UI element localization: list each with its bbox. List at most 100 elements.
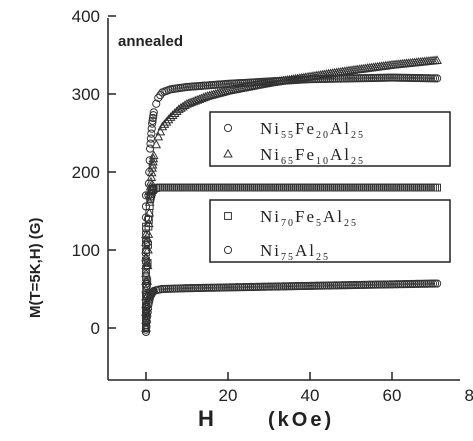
data-point: [193, 283, 202, 293]
data-point: [424, 279, 433, 288]
data-point: [254, 282, 263, 291]
y-tick-label: 200: [72, 163, 100, 182]
data-point: [159, 119, 170, 128]
data-point: [383, 73, 392, 82]
data-point: [143, 312, 152, 321]
data-point: [310, 281, 319, 290]
y-axis-title: M(T=5K,H) (G): [27, 218, 44, 318]
data-point: [289, 282, 298, 291]
data-point: [285, 282, 294, 291]
data-point: [297, 281, 306, 291]
data-point: [316, 281, 325, 290]
plot-frame: [107, 18, 460, 381]
data-point: [154, 93, 163, 103]
data-point: [379, 280, 388, 289]
data-point: [416, 279, 425, 288]
data-point: [375, 280, 384, 289]
y-tick-label: 0: [91, 319, 100, 338]
data-point: [201, 283, 210, 292]
data-point: [379, 73, 388, 82]
data-point: [252, 282, 261, 291]
data-point: [398, 73, 407, 82]
data-point: [428, 279, 438, 288]
data-point: [420, 279, 429, 288]
y-tick-label: 400: [72, 7, 100, 26]
data-point: [320, 281, 329, 290]
data-point: [367, 73, 376, 83]
data-point: [182, 284, 192, 293]
data-point: [153, 131, 164, 141]
data-point: [381, 280, 390, 289]
data-point: [359, 280, 368, 289]
data-point: [144, 240, 152, 249]
x-axis-title-symbol: H: [198, 406, 214, 431]
data-point: [147, 124, 156, 133]
data-point: [406, 279, 415, 289]
data-point: [418, 74, 427, 83]
data-point: [182, 98, 192, 108]
data-point: [221, 283, 231, 292]
data-point: [318, 281, 327, 290]
data-point: [187, 284, 196, 293]
data-point: [209, 283, 218, 292]
data-point: [305, 281, 315, 290]
data-point: [213, 283, 222, 292]
data-point: [141, 268, 151, 277]
data-point: [188, 96, 198, 106]
data-point: [295, 281, 304, 291]
data-point: [142, 264, 150, 273]
data-point: [143, 277, 152, 286]
data-point: [387, 280, 397, 289]
data-point: [228, 283, 237, 292]
data-point: [149, 111, 158, 120]
data-point: [148, 150, 159, 160]
data-point: [198, 92, 209, 102]
data-point: [142, 317, 151, 326]
data-point: [287, 282, 296, 291]
data-point: [324, 281, 333, 290]
data-point: [344, 281, 354, 290]
data-point: [430, 74, 440, 83]
data-point: [279, 282, 288, 291]
legend-marker: [223, 123, 233, 133]
data-point: [293, 282, 302, 291]
data-point: [144, 196, 155, 206]
data-point: [394, 280, 403, 289]
data-point: [142, 231, 150, 239]
data-point: [410, 279, 419, 289]
data-point: [432, 55, 442, 64]
data-point: [355, 74, 364, 83]
data-point: [234, 283, 243, 292]
data-point: [155, 126, 166, 136]
data-point: [142, 322, 151, 331]
data-point: [389, 73, 399, 82]
data-point: [283, 282, 292, 291]
data-point: [186, 97, 196, 107]
data-point: [258, 282, 267, 291]
data-point: [215, 283, 224, 292]
data-point: [161, 116, 172, 126]
data-point: [396, 73, 405, 82]
data-point: [416, 74, 425, 83]
data-point: [402, 73, 411, 82]
data-point: [207, 283, 216, 292]
data-point: [149, 108, 158, 117]
data-point: [217, 283, 226, 292]
data-point: [190, 95, 201, 105]
legend-box-2: Ni70Fe5Al25 Ni75Al25: [209, 199, 451, 263]
data-point: [357, 74, 366, 83]
data-point: [225, 283, 235, 292]
data-point: [141, 283, 151, 293]
data-point: [365, 280, 374, 289]
data-point: [211, 283, 220, 292]
data-point: [428, 74, 438, 83]
data-point: [402, 279, 411, 289]
data-point: [430, 279, 440, 288]
data-point: [143, 229, 154, 238]
data-point: [151, 139, 162, 149]
data-point: [266, 282, 276, 291]
data-point: [408, 73, 417, 83]
data-point: [230, 283, 239, 292]
data-point: [404, 73, 413, 83]
legend-marker: [223, 245, 233, 255]
